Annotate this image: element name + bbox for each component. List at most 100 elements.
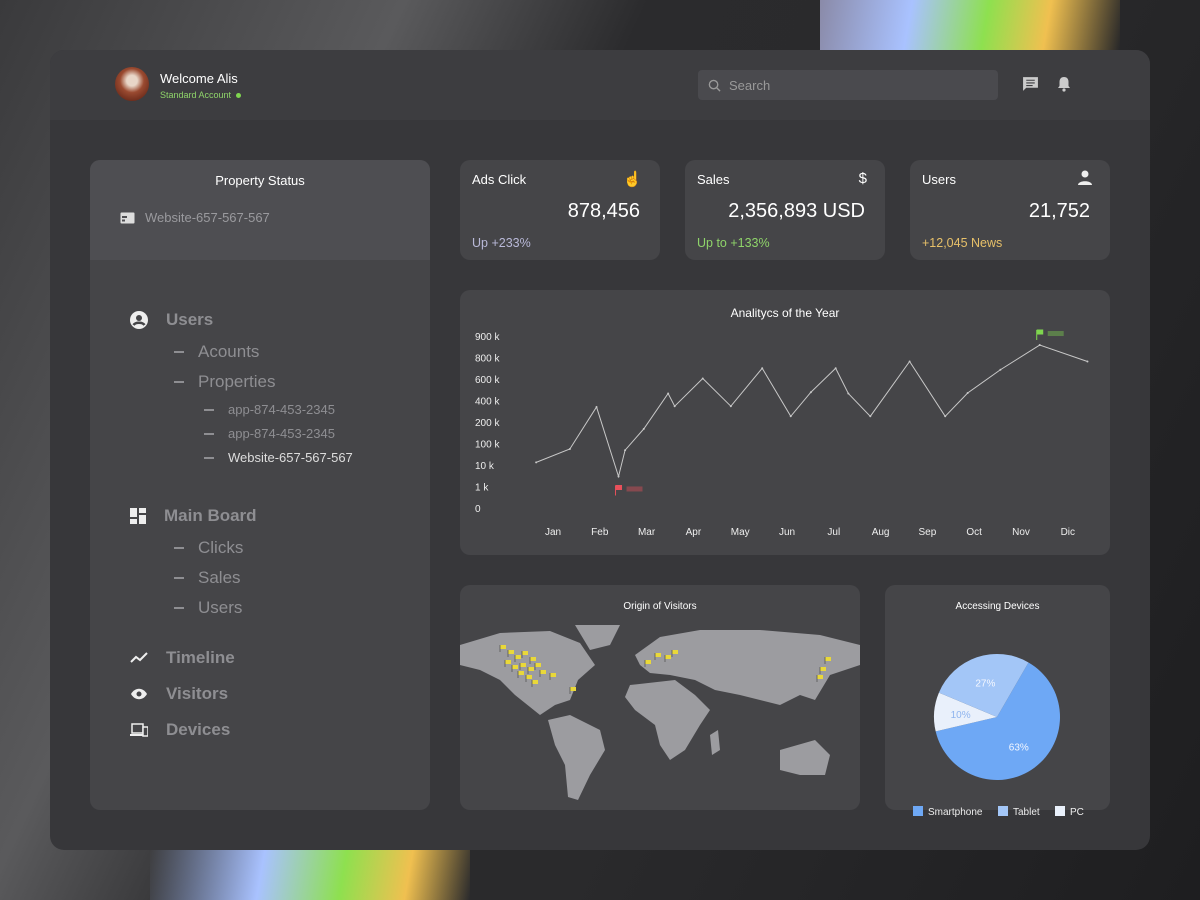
sidebar-item-board-users[interactable]: Users bbox=[174, 598, 242, 618]
dash-icon bbox=[174, 351, 184, 353]
y-tick-label: 900 k bbox=[475, 332, 500, 343]
flag-marker-icon bbox=[515, 655, 521, 659]
devices-pie-chart: 63% 10% 27% Smartphone Tablet PC bbox=[913, 654, 1084, 818]
search-input[interactable] bbox=[729, 77, 905, 93]
flag-marker-icon bbox=[530, 657, 536, 661]
sidebar-item-clicks[interactable]: Clicks bbox=[174, 538, 243, 558]
card-value: 2,356,893 USD bbox=[728, 200, 865, 222]
x-tick-label: Jun bbox=[779, 527, 795, 538]
world-map[interactable] bbox=[460, 625, 860, 810]
flag-marker-icon bbox=[520, 663, 526, 667]
sidebar-item-label: Main Board bbox=[164, 506, 257, 525]
devices-icon bbox=[130, 723, 148, 737]
online-status-dot bbox=[236, 93, 242, 98]
data-point bbox=[869, 415, 872, 418]
sidebar-item-label: Acounts bbox=[198, 342, 260, 361]
sidebar-item-visitors[interactable]: Visitors bbox=[130, 684, 228, 704]
pie-slice-label: 63% bbox=[1009, 742, 1029, 753]
chart-title: Analitycs of the Year bbox=[731, 306, 840, 320]
flag-marker-icon bbox=[535, 663, 541, 667]
x-tick-label: Jul bbox=[827, 527, 840, 538]
welcome-text: Welcome Alis bbox=[160, 71, 238, 86]
eye-icon bbox=[131, 688, 147, 700]
sidebar-item-users[interactable]: Users bbox=[130, 310, 213, 330]
marker-annotation bbox=[626, 486, 643, 492]
sidebar-item-timeline[interactable]: Timeline bbox=[130, 648, 235, 668]
x-tick-label: Feb bbox=[591, 527, 609, 538]
data-point bbox=[624, 449, 627, 452]
card-trend: +12,045 News bbox=[922, 236, 1003, 250]
pie-slice-smartphone bbox=[935, 662, 1060, 780]
data-point bbox=[761, 367, 764, 370]
property-status-header: Property Status Website-657-567-567 bbox=[90, 160, 430, 260]
x-tick-label: Apr bbox=[686, 527, 702, 538]
card-value: 21,752 bbox=[1028, 200, 1090, 222]
pointer-icon: ☝ bbox=[623, 171, 642, 188]
x-tick-label: Nov bbox=[1012, 527, 1030, 538]
user-circle-icon bbox=[130, 311, 148, 329]
data-point bbox=[809, 391, 812, 394]
card-value: 878,456 bbox=[567, 200, 640, 222]
sidebar-item-main-board[interactable]: Main Board bbox=[130, 506, 257, 526]
flag-marker-icon bbox=[655, 653, 661, 657]
card-label: Sales bbox=[697, 172, 730, 187]
account-type-label: Standard Account bbox=[160, 90, 232, 100]
ads-click-card[interactable]: Ads Click ☝ 878,456 Up +233% bbox=[460, 160, 660, 260]
legend-swatch bbox=[913, 806, 923, 816]
x-tick-label: Oct bbox=[966, 527, 982, 538]
data-point bbox=[789, 415, 792, 418]
background-glow bbox=[150, 850, 470, 900]
current-property[interactable]: Website-657-567-567 bbox=[120, 210, 270, 225]
current-property-name: Website-657-567-567 bbox=[145, 210, 270, 225]
flag-marker-icon bbox=[570, 687, 576, 691]
data-point bbox=[847, 392, 850, 395]
x-tick-label: Jan bbox=[545, 527, 561, 538]
flag-marker-icon bbox=[817, 675, 823, 679]
flag-marker-icon bbox=[820, 667, 826, 671]
y-tick-label: 400 k bbox=[475, 397, 500, 408]
property-item[interactable]: app-874-453-2345 bbox=[204, 402, 335, 417]
flag-marker-icon bbox=[518, 671, 524, 675]
search-box[interactable] bbox=[698, 70, 998, 100]
dashboard-window: Welcome Alis Standard Account Property S… bbox=[50, 50, 1150, 850]
flag-marker-icon bbox=[825, 657, 831, 661]
property-item[interactable]: app-874-453-2345 bbox=[204, 426, 335, 441]
data-point bbox=[1038, 344, 1041, 347]
sidebar-item-devices[interactable]: Devices bbox=[130, 720, 230, 740]
y-tick-label: 0 bbox=[475, 504, 481, 515]
flag-marker-icon bbox=[500, 645, 506, 649]
data-point bbox=[642, 427, 645, 430]
flag-marker-icon bbox=[532, 680, 538, 684]
sidebar-item-properties[interactable]: Properties bbox=[174, 372, 275, 392]
accessing-devices-panel: Accessing Devices 63% 10% 27% Smartphone Tab… bbox=[885, 585, 1110, 818]
property-item-active[interactable]: Website-657-567-567 bbox=[204, 450, 353, 465]
sidebar-item-label: Timeline bbox=[166, 648, 235, 667]
sidebar-item-accounts[interactable]: Acounts bbox=[174, 342, 259, 362]
flag-marker-icon bbox=[528, 667, 534, 671]
browser-icon bbox=[120, 212, 135, 223]
avatar[interactable] bbox=[115, 67, 149, 101]
property-status-title: Property Status bbox=[215, 173, 305, 188]
pie-slice-pc bbox=[934, 692, 997, 732]
flag-marker-icon bbox=[1036, 329, 1044, 341]
y-tick-label: 100 k bbox=[475, 440, 500, 451]
chat-icon[interactable] bbox=[1022, 76, 1039, 93]
sales-card[interactable]: Sales $ 2,356,893 USD Up to +133% bbox=[685, 160, 885, 260]
sidebar-item-sales[interactable]: Sales bbox=[174, 568, 241, 588]
x-tick-label: May bbox=[731, 527, 750, 538]
bell-icon[interactable] bbox=[1057, 76, 1071, 92]
users-card[interactable]: Users 21,752 +12,045 News bbox=[910, 160, 1110, 260]
flag-marker-icon bbox=[540, 670, 546, 674]
legend-label: Smartphone bbox=[928, 807, 983, 818]
top-bar: Welcome Alis Standard Account bbox=[50, 50, 1150, 120]
continents bbox=[460, 625, 860, 800]
data-line bbox=[535, 344, 1088, 479]
flag-marker-icon bbox=[672, 650, 678, 654]
flag-marker-icon bbox=[526, 675, 532, 679]
y-tick-label: 1 k bbox=[475, 483, 489, 494]
dollar-icon: $ bbox=[858, 170, 867, 187]
sidebar-item-label: Properties bbox=[198, 372, 276, 391]
pie-slice-label: 27% bbox=[975, 678, 995, 689]
y-tick-label: 10 k bbox=[475, 461, 495, 472]
data-point bbox=[944, 415, 947, 418]
